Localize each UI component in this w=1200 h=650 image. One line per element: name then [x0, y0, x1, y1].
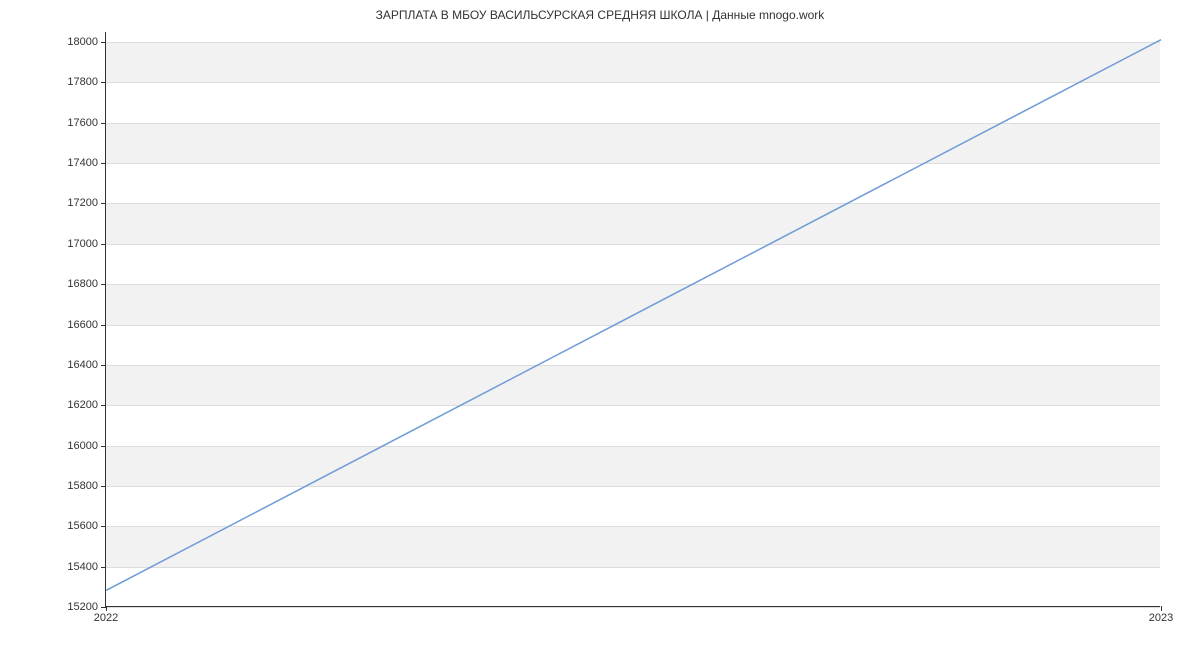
y-gridline	[106, 607, 1160, 608]
y-tick-label: 17200	[67, 197, 106, 209]
line-series	[106, 32, 1160, 606]
y-tick-label: 16600	[67, 319, 106, 331]
x-tick-label: 2022	[94, 606, 118, 624]
y-tick-label: 15600	[67, 520, 106, 532]
y-tick-label: 16400	[67, 359, 106, 371]
y-tick-label: 15800	[67, 480, 106, 492]
y-tick-label: 17600	[67, 117, 106, 129]
y-tick-label: 18000	[67, 36, 106, 48]
x-tick-label: 2023	[1149, 606, 1173, 624]
plot-area: 1520015400156001580016000162001640016600…	[105, 32, 1160, 607]
y-tick-label: 16200	[67, 399, 106, 411]
y-tick-label: 16000	[67, 440, 106, 452]
y-tick-label: 17000	[67, 238, 106, 250]
y-tick-label: 15400	[67, 561, 106, 573]
y-tick-label: 16800	[67, 278, 106, 290]
y-tick-label: 17800	[67, 76, 106, 88]
y-tick-label: 17400	[67, 157, 106, 169]
chart-title: ЗАРПЛАТА В МБОУ ВАСИЛЬСУРСКАЯ СРЕДНЯЯ ШК…	[0, 8, 1200, 22]
